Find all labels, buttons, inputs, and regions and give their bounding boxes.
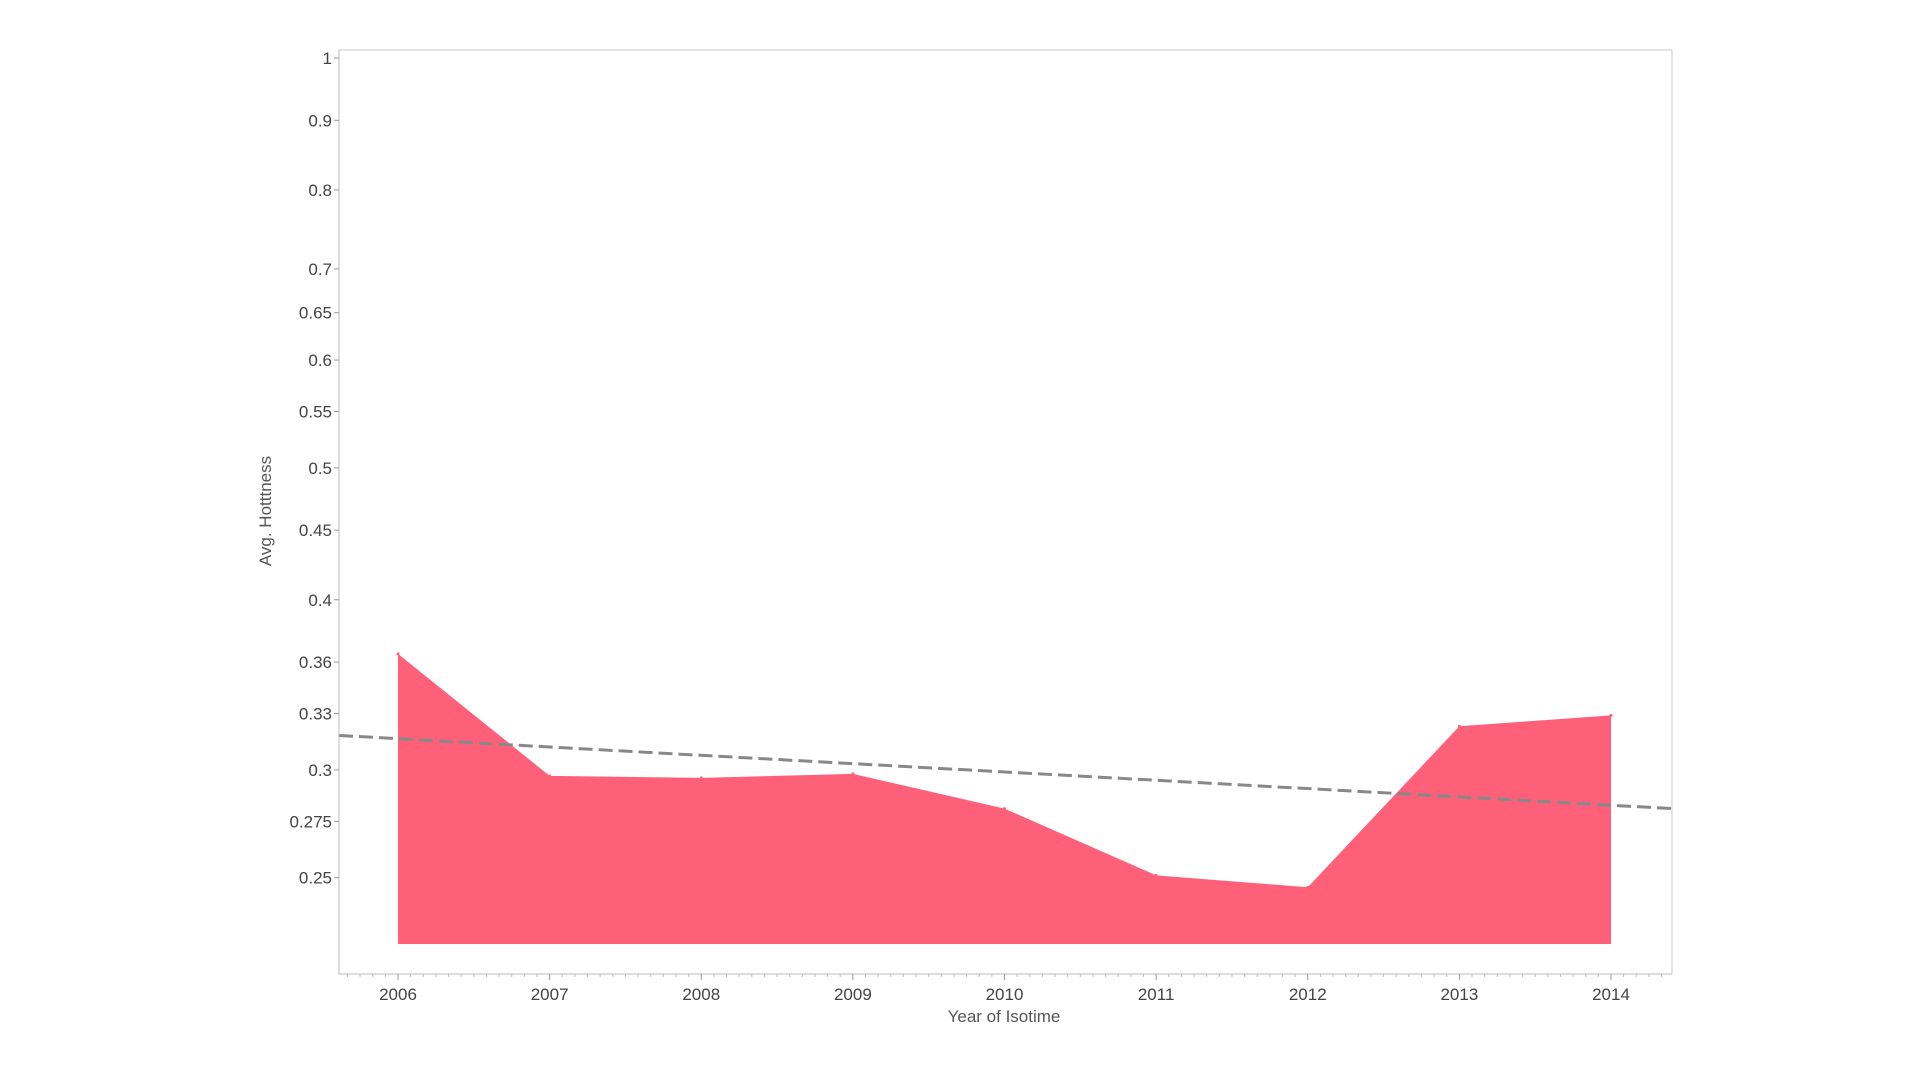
data-point-2007 [548, 774, 552, 778]
y-tick-label: 0.5 [308, 459, 332, 478]
y-tick-label: 0.65 [299, 304, 332, 323]
x-tick-label: 2006 [379, 985, 417, 1004]
trend-layer [338, 733, 1673, 811]
x-tick-label: 2013 [1440, 985, 1478, 1004]
area-layer [396, 652, 1613, 944]
data-point-2010 [1003, 807, 1006, 811]
x-tick-label: 2007 [531, 985, 569, 1004]
trend-line [338, 733, 1673, 811]
data-point-2009 [851, 772, 855, 776]
x-tick-label: 2012 [1289, 985, 1327, 1004]
y-tick-label: 0.45 [299, 521, 332, 540]
y-axis-title: Avg. Hotttness [256, 456, 275, 566]
x-tick-label: 2010 [986, 985, 1024, 1004]
x-axis: 2006 2007 2008 2009 2010 2011 2012 2013 2014 [339, 973, 1672, 1004]
y-tick-label: 0.33 [299, 705, 332, 724]
data-point-2012 [1306, 885, 1310, 889]
data-point-2014 [1609, 713, 1613, 717]
x-tick-label: 2014 [1592, 985, 1630, 1004]
y-tick-label: 0.8 [308, 181, 332, 200]
y-tick-label: 0.6 [308, 351, 332, 370]
data-point-2008 [699, 776, 703, 780]
y-axis: 1 0.9 0.8 0.7 0.65 0.6 0.55 0.5 0.45 0.4 0.36 0.33 0… [289, 49, 340, 974]
x-tick-label: 2011 [1138, 985, 1175, 1004]
x-tick-label: 2008 [682, 985, 720, 1004]
y-tick-label: 0.4 [308, 591, 332, 610]
data-point-2006 [396, 652, 400, 656]
y-tick-label: 0.7 [308, 260, 332, 279]
y-tick-label: 0.9 [308, 111, 332, 130]
y-tick-label: 0.25 [299, 869, 332, 888]
y-tick-label: 0.3 [308, 761, 332, 780]
y-tick-label: 1 [323, 49, 332, 68]
area-series [398, 653, 1611, 944]
y-tick-label: 0.275 [289, 812, 332, 831]
x-tick-label: 2009 [834, 985, 872, 1004]
data-point-2013 [1457, 724, 1461, 728]
y-tick-label: 0.55 [299, 402, 332, 421]
y-tick-label: 0.36 [299, 653, 332, 672]
x-axis-title: Year of Isotime [948, 1007, 1061, 1026]
data-point-2011 [1154, 873, 1158, 877]
